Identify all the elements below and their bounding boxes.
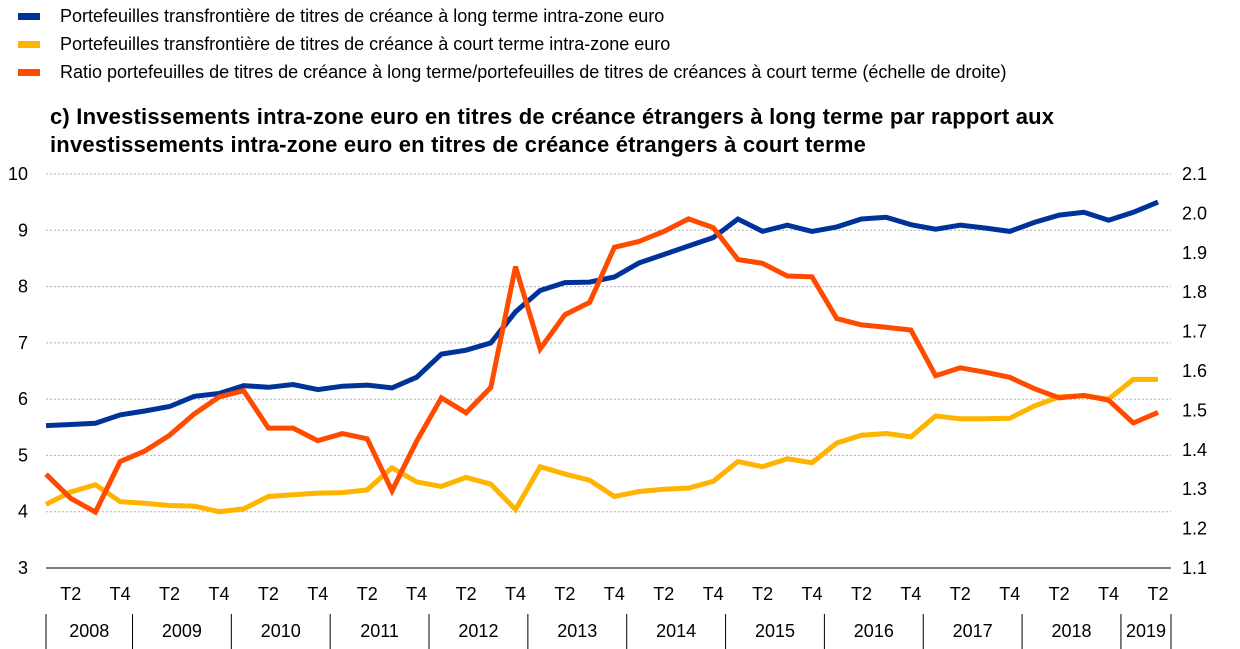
tick-labels: 3 4 5 6 7 8 9 10 1.1 1.2 1.3 1.4 1.5 1.6 1.7 1.8 1.9 2.0 2… [8, 164, 1207, 641]
x-tick-label-quarter: T4 [703, 584, 724, 604]
legend-label: Portefeuilles transfrontière de titres d… [60, 5, 665, 26]
x-tick-label-quarter: T4 [505, 584, 526, 604]
y-tick-label-right: 1.9 [1182, 243, 1207, 263]
x-year-label: 2008 [69, 621, 109, 641]
y-tick-label-left: 7 [18, 333, 28, 353]
legend-item[interactable]: Ratio portefeuilles de titres de créance… [18, 58, 1007, 86]
x-tick-label-quarter: T2 [1147, 584, 1168, 604]
x-tick-label-quarter: T4 [208, 584, 229, 604]
legend-swatch [18, 12, 40, 20]
x-year-label: 2016 [854, 621, 894, 641]
y-tick-label-right: 1.5 [1182, 400, 1207, 420]
x-tick-label-quarter: T2 [752, 584, 773, 604]
series-line-3 [44, 216, 1159, 516]
y-tick-label-right: 1.7 [1182, 322, 1207, 342]
series-line-1 [45, 199, 1159, 429]
x-year-label: 2015 [755, 621, 795, 641]
legend-swatch [18, 40, 40, 48]
y-tick-label-right: 1.3 [1182, 479, 1207, 499]
x-year-label: 2014 [656, 621, 696, 641]
x-tick-label-quarter: T2 [1049, 584, 1070, 604]
x-year-label: 2011 [360, 621, 399, 641]
legend-item[interactable]: Portefeuilles transfrontière de titres d… [18, 30, 1007, 58]
y-tick-label-right: 1.6 [1182, 361, 1207, 381]
y-tick-label-right: 1.2 [1182, 519, 1207, 539]
y-tick-label-left: 4 [18, 502, 28, 522]
x-tick-label-quarter: T2 [456, 584, 477, 604]
x-year-label: 2013 [557, 621, 597, 641]
axes [45, 567, 1172, 649]
x-tick-label-quarter: T4 [604, 584, 625, 604]
x-year-label: 2018 [1051, 621, 1091, 641]
y-tick-label-left: 10 [8, 164, 28, 184]
y-tick-label-right: 1.1 [1182, 558, 1207, 578]
chart-title-line: c) Investissements intra-zone euro en ti… [50, 104, 1055, 129]
x-tick-label-quarter: T2 [357, 584, 378, 604]
x-tick-label-quarter: T2 [554, 584, 575, 604]
x-tick-label-quarter: T4 [999, 584, 1020, 604]
y-tick-label-left: 8 [18, 277, 28, 297]
y-tick-label-left: 3 [18, 558, 28, 578]
x-tick-label-quarter: T4 [110, 584, 131, 604]
y-tick-label-right: 1.8 [1182, 282, 1207, 302]
legend-label: Portefeuilles transfrontière de titres d… [60, 33, 671, 54]
y-tick-label-left: 5 [18, 445, 28, 465]
x-tick-label-quarter: T4 [802, 584, 823, 604]
y-tick-label-right: 2.1 [1182, 164, 1207, 184]
y-tick-label-left: 9 [18, 220, 28, 240]
y-tick-label-right: 1.4 [1182, 440, 1207, 460]
x-tick-label-quarter: T2 [60, 584, 81, 604]
x-year-label: 2017 [953, 621, 993, 641]
x-tick-label-quarter: T4 [900, 584, 921, 604]
x-tick-label-quarter: T2 [950, 584, 971, 604]
x-tick-label-quarter: T4 [406, 584, 427, 604]
legend: Portefeuilles transfrontière de titres d… [18, 2, 1007, 86]
x-year-label: 2010 [261, 621, 301, 641]
legend-item[interactable]: Portefeuilles transfrontière de titres d… [18, 2, 1007, 30]
y-tick-label-right: 2.0 [1182, 203, 1207, 223]
x-tick-label-quarter: T4 [1098, 584, 1119, 604]
legend-swatch [18, 68, 40, 76]
series-line-2 [44, 376, 1158, 515]
chart-title-line: investissements intra-zone euro en titre… [50, 132, 867, 157]
legend-label: Ratio portefeuilles de titres de créance… [60, 61, 1007, 82]
y-tick-label-left: 6 [18, 389, 28, 409]
x-tick-label-quarter: T2 [653, 584, 674, 604]
x-tick-label-quarter: T2 [159, 584, 180, 604]
x-year-label: 2009 [162, 621, 202, 641]
series-lines [44, 199, 1159, 516]
x-tick-label-quarter: T2 [851, 584, 872, 604]
chart-title: c) Investissements intra-zone euro en ti… [50, 103, 1054, 159]
x-year-label: 2012 [458, 621, 498, 641]
x-year-label: 2019 [1126, 621, 1166, 641]
x-tick-label-quarter: T4 [307, 584, 328, 604]
x-tick-label-quarter: T2 [258, 584, 279, 604]
